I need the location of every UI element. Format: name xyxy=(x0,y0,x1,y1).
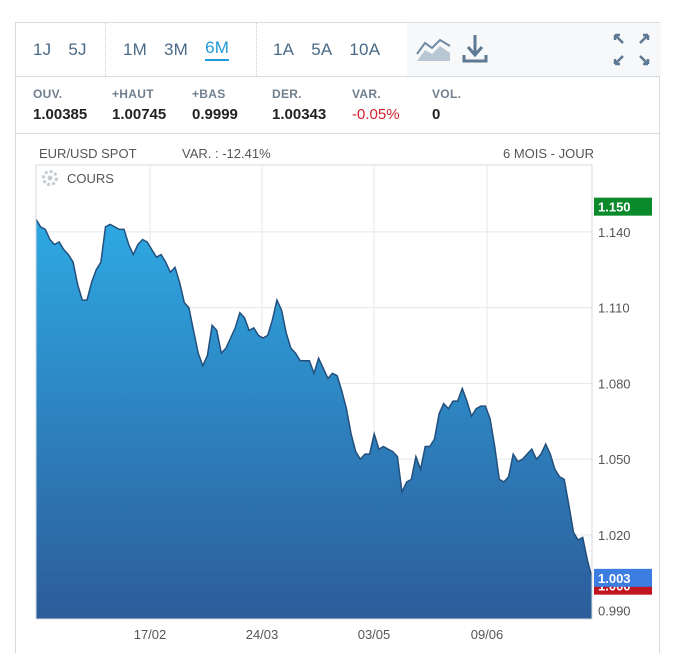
plot-border xyxy=(35,164,593,620)
toolbar-actions-icons xyxy=(416,33,650,66)
area-chart-icon[interactable] xyxy=(416,38,451,61)
stat-open-value: 1.00385 xyxy=(33,106,88,123)
stat-open: OUV. 1.00385 xyxy=(33,87,87,123)
x-tick-label: 03/05 xyxy=(358,627,391,642)
stat-open-label: OUV. xyxy=(33,87,63,101)
period-button-5a[interactable]: 5A xyxy=(311,39,333,59)
toolbar-divider xyxy=(256,23,257,76)
stat-variation: VAR. -0.05% xyxy=(352,87,400,123)
price-line xyxy=(35,218,593,578)
period-button-1a[interactable]: 1A xyxy=(273,39,295,59)
stat-last: DER. 1.00343 xyxy=(272,87,326,123)
fullscreen-icon[interactable] xyxy=(613,33,650,66)
y-tick-label: 1.080 xyxy=(598,376,631,391)
period-button-1m[interactable]: 1M xyxy=(123,39,148,59)
y-tick-label: 1.020 xyxy=(598,528,631,543)
x-tick-label: 17/02 xyxy=(134,627,167,642)
stat-high-value: 1.00745 xyxy=(112,106,167,123)
stat-volume: VOL. 0 xyxy=(432,87,461,123)
instrument-label: EUR/USD SPOT xyxy=(39,146,137,161)
stat-variation-label: VAR. xyxy=(352,87,381,101)
y-axis: 1.140 1.110 1.080 1.050 1.020 0.990 xyxy=(598,225,631,619)
chart-widget: 1J 5J 1M 3M 6M 1A 5A 10A xyxy=(15,22,661,653)
x-tick-label: 09/06 xyxy=(471,627,504,642)
quote-stats: OUV. 1.00385 +HAUT 1.00745 +BAS 0.9999 D… xyxy=(16,77,659,134)
gear-icon[interactable] xyxy=(42,170,58,186)
stat-low: +BAS 0.9999 xyxy=(192,87,238,123)
period-button-1j[interactable]: 1J xyxy=(33,39,52,59)
price-area xyxy=(36,219,592,620)
variation-label: VAR. : -12.41% xyxy=(182,146,271,161)
period-group-months: 1M 3M 6M xyxy=(123,23,246,76)
y-tick-label: 1.140 xyxy=(598,225,631,240)
chart-toolbar: 1J 5J 1M 3M 6M 1A 5A 10A xyxy=(16,23,661,77)
price-badge-high-label: 1.150 xyxy=(598,200,631,215)
x-axis: 17/02 24/03 03/05 09/06 xyxy=(134,627,504,642)
price-badge-high xyxy=(594,197,652,216)
x-tick-label: 24/03 xyxy=(246,627,279,642)
series-label: COURS xyxy=(67,171,114,186)
period-button-10a[interactable]: 10A xyxy=(349,39,381,59)
price-badge-last xyxy=(594,568,652,587)
price-badge-last-label: 1.003 xyxy=(598,571,631,586)
stat-low-label: +BAS xyxy=(192,87,226,101)
toolbar-divider xyxy=(105,23,106,76)
stat-last-value: 1.00343 xyxy=(272,106,327,123)
stat-variation-value: -0.05% xyxy=(352,106,400,123)
period-group-years: 1A 5A 10A xyxy=(273,23,397,76)
range-label: 6 MOIS - JOUR xyxy=(503,146,594,161)
period-group-short: 1J 5J xyxy=(33,23,104,76)
stat-volume-value: 0 xyxy=(432,106,441,123)
stat-last-label: DER. xyxy=(272,87,302,101)
toolbar-actions xyxy=(407,23,661,76)
y-tick-label: 1.110 xyxy=(598,301,630,316)
y-tick-label: 1.050 xyxy=(598,452,631,467)
stat-high-label: +HAUT xyxy=(112,87,154,101)
stat-high: +HAUT 1.00745 xyxy=(112,87,166,123)
y-tick-label: 0.990 xyxy=(598,604,631,619)
download-icon[interactable] xyxy=(462,35,488,63)
stat-volume-label: VOL. xyxy=(432,87,462,101)
stat-low-value: 0.9999 xyxy=(192,106,238,123)
period-button-5j[interactable]: 5J xyxy=(68,39,87,59)
period-button-6m[interactable]: 6M xyxy=(205,38,230,61)
period-button-3m[interactable]: 3M xyxy=(164,39,189,59)
